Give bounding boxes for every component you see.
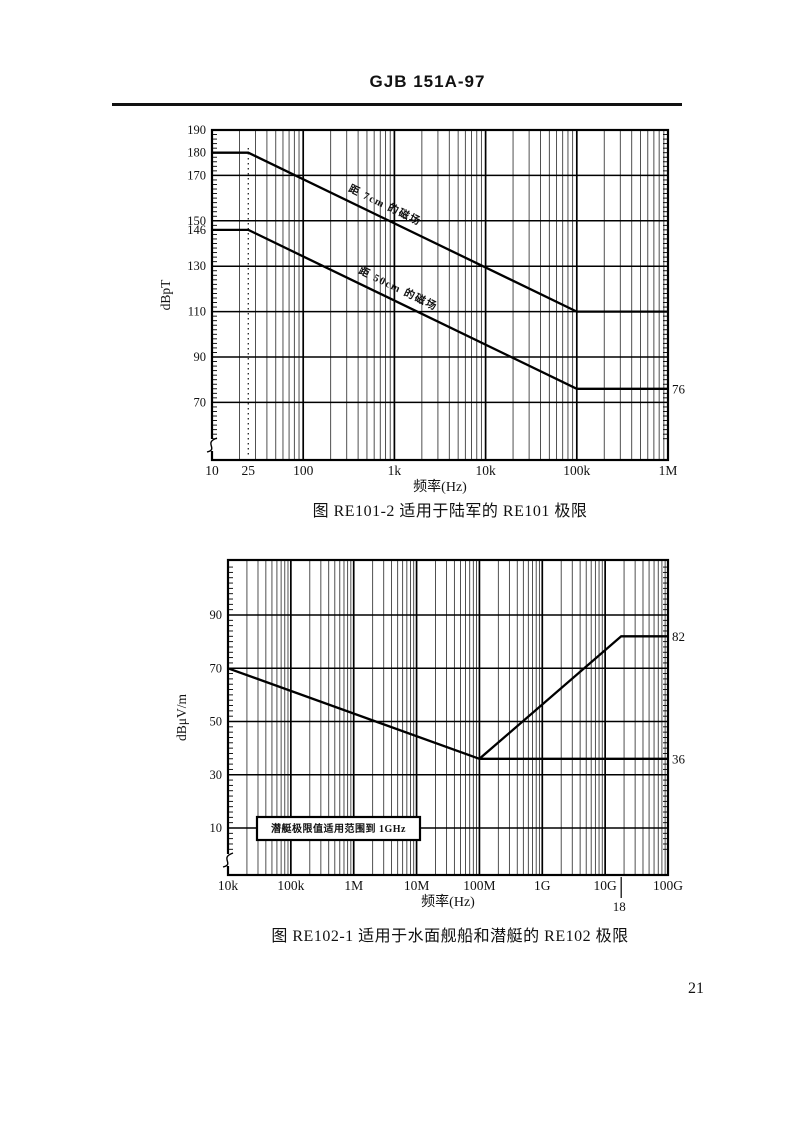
svg-text:25: 25 [242,463,256,478]
re102-y-axis-title: dBμV/m [174,694,189,741]
svg-text:70: 70 [210,661,223,675]
re102-x-tick-labels: 10k 100k 1M 10M 100M 1G 10G 100G [218,878,683,893]
re102-plot-border [226,558,670,877]
svg-text:70: 70 [194,395,207,409]
svg-text:1M: 1M [659,463,678,478]
re101-figure-caption: 图 RE101-2 适用于陆军的 RE101 极限 [312,503,588,520]
re101-right-annotations: 76 [672,381,686,396]
svg-text:100k: 100k [563,463,590,478]
re101-plot-border [210,128,670,462]
re102-x-axis-title: 频率(Hz) [421,893,475,910]
re102-axis-break-icon [222,852,234,868]
re101-axis-break-gap [209,439,215,451]
svg-text:10M: 10M [404,878,430,893]
re102-h-grid [228,614,668,829]
svg-text:100: 100 [293,463,314,478]
svg-text:90: 90 [194,350,207,364]
svg-text:10: 10 [210,821,223,835]
re101-h-grid [212,174,668,404]
svg-text:36: 36 [672,751,686,766]
re101-major-grid [302,130,578,460]
svg-text:170: 170 [187,168,206,182]
svg-text:1M: 1M [344,878,363,893]
re101-db-ticks [212,134,668,440]
svg-text:100k: 100k [277,878,304,893]
svg-text:100M: 100M [463,878,495,893]
re102-figure-caption: 图 RE102-1 适用于水面舰船和潜艇的 RE102 极限 [271,928,629,945]
svg-text:1k: 1k [388,463,402,478]
header-rule [112,103,682,106]
re102-limit-curves [227,635,668,761]
re102-axis-break-gap [225,854,231,866]
document-header-title: GJB 151A-97 [369,72,486,91]
re101-x-tick-labels: 10 25 100 1k 10k 100k 1M [205,463,677,478]
re102-right-annotations: 82 36 [672,629,686,766]
re102-freq-marker-label: 18 [613,899,626,914]
re102-note-box-text: 潜艇极限值适用范围到 1GHz [271,822,406,835]
svg-text:76: 76 [672,381,686,396]
svg-text:10: 10 [205,463,219,478]
svg-text:110: 110 [188,305,206,319]
re101-y-axis-title: dBpT [158,279,173,311]
svg-text:10k: 10k [218,878,239,893]
re101-x-axis-title: 频率(Hz) [413,478,467,495]
svg-text:100G: 100G [653,878,683,893]
svg-text:82: 82 [672,629,685,644]
svg-text:180: 180 [187,146,206,160]
re102-note-box [255,815,422,842]
svg-text:10G: 10G [594,878,618,893]
svg-text:90: 90 [210,608,223,622]
svg-text:10k: 10k [475,463,496,478]
svg-text:146: 146 [187,223,206,237]
svg-text:190: 190 [187,123,206,137]
re101-axis-break-icon [206,437,218,453]
svg-text:150: 150 [187,214,206,228]
re102-y-tick-labels: 90 70 50 30 10 [210,608,223,835]
svg-text:130: 130 [187,259,206,273]
page-number: 21 [688,980,704,997]
svg-text:50: 50 [210,715,223,729]
svg-text:30: 30 [210,768,223,782]
svg-text:1G: 1G [534,878,551,893]
re102-limit-chart: 10k 100k 1M 10M 100M 1G 10G 100G 90 70 50 30 10 频率(Hz… [174,558,686,914]
